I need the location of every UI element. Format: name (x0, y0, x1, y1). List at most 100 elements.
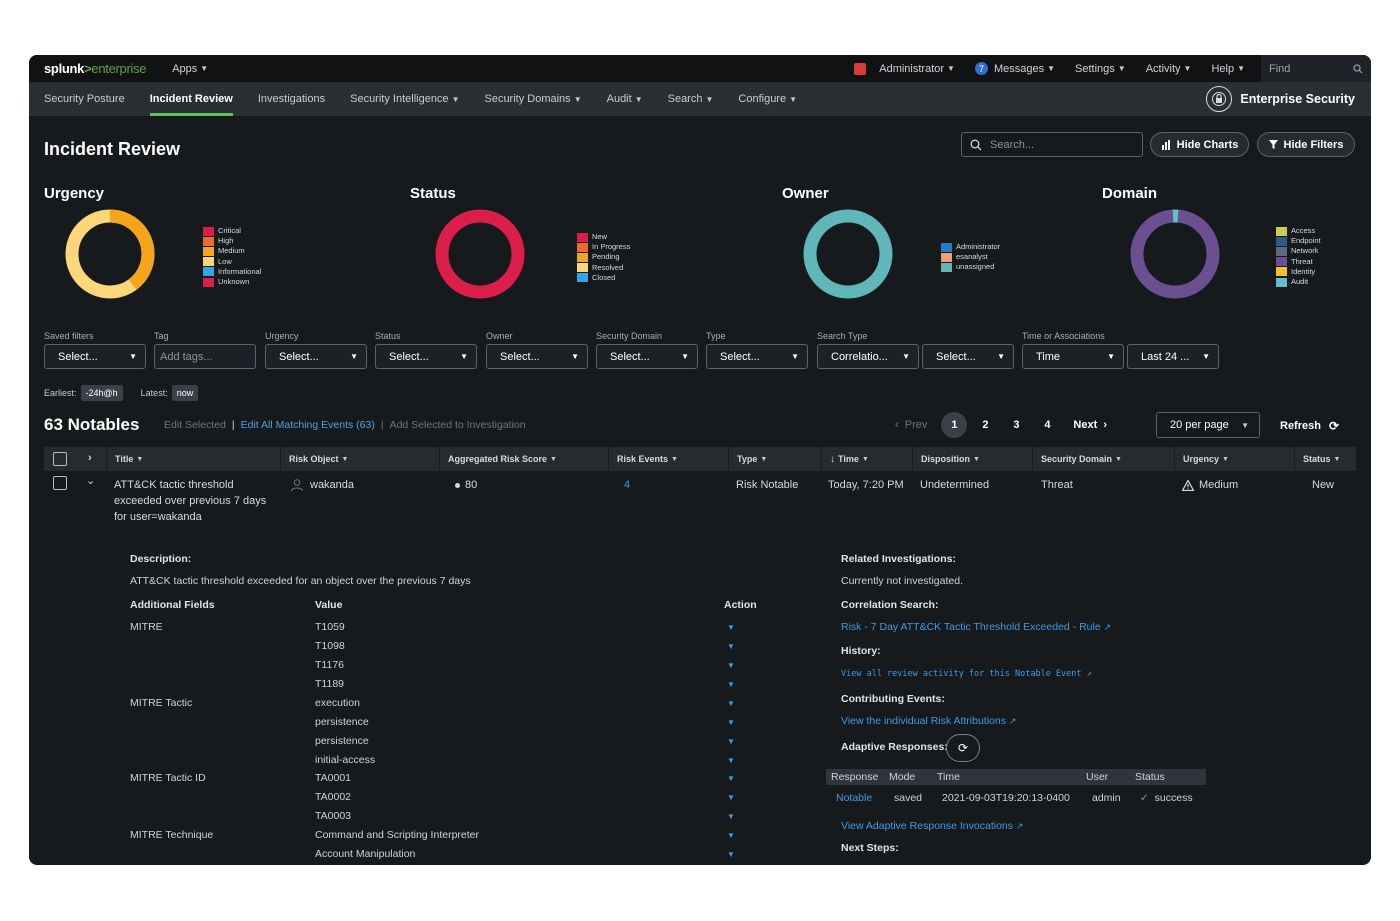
action-dropdown-icon[interactable]: ▼ (727, 737, 735, 746)
col-title[interactable]: Title ▼ (106, 447, 143, 471)
legend-item-unassigned[interactable]: unassigned (941, 262, 1000, 272)
legend-item-esanalyst[interactable]: esanalyst (941, 252, 1000, 262)
nav-security-posture[interactable]: Security Posture (44, 82, 125, 116)
time-range-select[interactable]: Last 24 ... ▼ (1127, 344, 1219, 369)
latest-chip[interactable]: now (171, 385, 199, 401)
col-urgency[interactable]: Urgency ▼ (1174, 447, 1229, 471)
row-risk-events-link[interactable]: 4 (624, 479, 631, 491)
action-dropdown-icon[interactable]: ▼ (727, 850, 735, 859)
urgency-donut-chart[interactable] (64, 208, 156, 300)
tag-input[interactable]: Add tags... (154, 344, 256, 369)
contributing-events-link[interactable]: View the individual Risk Attributions ↗ (841, 715, 1016, 727)
row-checkbox[interactable] (53, 476, 67, 490)
run-adaptive-response-button[interactable]: ⟳ (946, 734, 980, 762)
search-type-secondary-select[interactable]: Select... ▼ (922, 344, 1014, 369)
activity-menu[interactable]: Activity ▼ (1146, 63, 1192, 75)
legend-item-identity[interactable]: Identity (1276, 267, 1321, 277)
page-2-button[interactable]: 2 (982, 419, 989, 431)
legend-item-pending[interactable]: Pending (577, 252, 630, 262)
add-to-investigation-link[interactable]: Add Selected to Investigation (389, 419, 526, 431)
search-input[interactable]: Search... (961, 132, 1143, 157)
legend-item-access[interactable]: Access (1276, 226, 1321, 236)
legend-item-network[interactable]: Network (1276, 246, 1321, 256)
nav-configure[interactable]: Configure ▼ (738, 82, 797, 116)
action-dropdown-icon[interactable]: ▼ (727, 756, 735, 765)
legend-item-endpoint[interactable]: Endpoint (1276, 236, 1321, 246)
nav-investigations[interactable]: Investigations (258, 82, 325, 116)
messages-menu[interactable]: 7 Messages ▼ (974, 62, 1055, 75)
apps-menu[interactable]: Apps ▼ (172, 63, 208, 75)
action-dropdown-icon[interactable]: ▼ (727, 623, 735, 632)
action-dropdown-icon[interactable]: ▼ (727, 680, 735, 689)
action-dropdown-icon[interactable]: ▼ (727, 718, 735, 727)
col-disposition[interactable]: Disposition ▼ (912, 447, 980, 471)
per-page-select[interactable]: 20 per page ▼ (1156, 412, 1260, 438)
col-status[interactable]: Status ▼ (1294, 447, 1340, 471)
nav-audit[interactable]: Audit ▼ (607, 82, 643, 116)
action-dropdown-icon[interactable]: ▼ (727, 661, 735, 670)
legend-item-administrator[interactable]: Administrator (941, 242, 1000, 252)
page-3-button[interactable]: 3 (1013, 419, 1020, 431)
legend-item-resolved[interactable]: Resolved (577, 263, 630, 273)
urgency-select[interactable]: Select... ▼ (265, 344, 367, 369)
table-row[interactable]: ⌄ ATT&CK tactic threshold exceeded over … (44, 471, 1356, 531)
row-risk-object[interactable]: wakanda (290, 477, 354, 493)
action-dropdown-icon[interactable]: ▼ (727, 812, 735, 821)
help-menu[interactable]: Help ▼ (1211, 63, 1245, 75)
earliest-chip[interactable]: -24h@h (80, 385, 123, 401)
action-dropdown-icon[interactable]: ▼ (727, 642, 735, 651)
status-select[interactable]: Select... ▼ (375, 344, 477, 369)
edit-all-matching-link[interactable]: Edit All Matching Events (63) (240, 419, 375, 431)
col-risk-events[interactable]: Risk Events ▼ (608, 447, 678, 471)
action-dropdown-icon[interactable]: ▼ (727, 699, 735, 708)
legend-item-audit[interactable]: Audit (1276, 277, 1321, 287)
edit-selected-link[interactable]: Edit Selected (164, 419, 226, 431)
history-link[interactable]: View all review activity for this Notabl… (841, 669, 1092, 679)
user-menu[interactable]: Administrator ▼ (854, 62, 955, 75)
nav-security-domains[interactable]: Security Domains ▼ (484, 82, 581, 116)
col-time[interactable]: ↓ Time ▼ (821, 447, 869, 471)
action-dropdown-icon[interactable]: ▼ (727, 831, 735, 840)
correlation-search-link[interactable]: Risk - 7 Day ATT&CK Tactic Threshold Exc… (841, 621, 1111, 633)
legend-item-new[interactable]: New (577, 232, 630, 242)
ar-response-link[interactable]: Notable (836, 792, 873, 804)
saved-filters-select[interactable]: Select... ▼ (44, 344, 146, 369)
owner-donut-chart[interactable] (802, 208, 894, 300)
splunk-logo[interactable]: splunk>enterprise (44, 61, 147, 76)
refresh-button[interactable]: Refresh ⟳ (1280, 419, 1339, 433)
select-all-checkbox[interactable] (53, 452, 67, 466)
adaptive-response-invocations-link[interactable]: View Adaptive Response Invocations ↗ (841, 820, 1023, 832)
owner-select[interactable]: Select... ▼ (486, 344, 588, 369)
action-dropdown-icon[interactable]: ▼ (727, 774, 735, 783)
col-risk-object[interactable]: Risk Object ▼ (280, 447, 348, 471)
hide-charts-button[interactable]: Hide Charts (1150, 132, 1249, 157)
time-select[interactable]: Time ▼ (1022, 344, 1124, 369)
nav-security-intelligence[interactable]: Security Intelligence ▼ (350, 82, 459, 116)
legend-item-critical[interactable]: Critical (203, 226, 261, 236)
hide-filters-button[interactable]: Hide Filters (1257, 132, 1355, 157)
action-dropdown-icon[interactable]: ▼ (727, 793, 735, 802)
settings-menu[interactable]: Settings ▼ (1075, 63, 1126, 75)
legend-item-closed[interactable]: Closed (577, 273, 630, 283)
legend-item-informational[interactable]: Informational (203, 267, 261, 277)
col-security-domain[interactable]: Security Domain ▼ (1032, 447, 1122, 471)
col-type[interactable]: Type ▼ (728, 447, 767, 471)
nav-search[interactable]: Search ▼ (668, 82, 714, 116)
legend-item-unknown[interactable]: Unknown (203, 277, 261, 287)
page-1-button[interactable]: 1 (941, 412, 968, 438)
page-4-button[interactable]: 4 (1044, 419, 1051, 431)
legend-item-medium[interactable]: Medium (203, 246, 261, 256)
expand-all-chevron-icon[interactable]: › (88, 452, 92, 464)
domain-donut-chart[interactable] (1129, 208, 1221, 300)
status-donut-chart[interactable] (434, 208, 526, 300)
col-aggregated-risk-score[interactable]: Aggregated Risk Score ▼ (439, 447, 557, 471)
legend-item-low[interactable]: Low (203, 257, 261, 267)
search-type-select[interactable]: Correlatio... ▼ (817, 344, 919, 369)
row-title[interactable]: ATT&CK tactic threshold exceeded over pr… (114, 477, 266, 525)
legend-item-in-progress[interactable]: In Progress (577, 242, 630, 252)
nav-incident-review[interactable]: Incident Review (149, 82, 233, 116)
find-input[interactable]: Find (1261, 55, 1371, 82)
legend-item-high[interactable]: High (203, 236, 261, 246)
type-select[interactable]: Select... ▼ (706, 344, 808, 369)
security-domain-select[interactable]: Select... ▼ (596, 344, 698, 369)
